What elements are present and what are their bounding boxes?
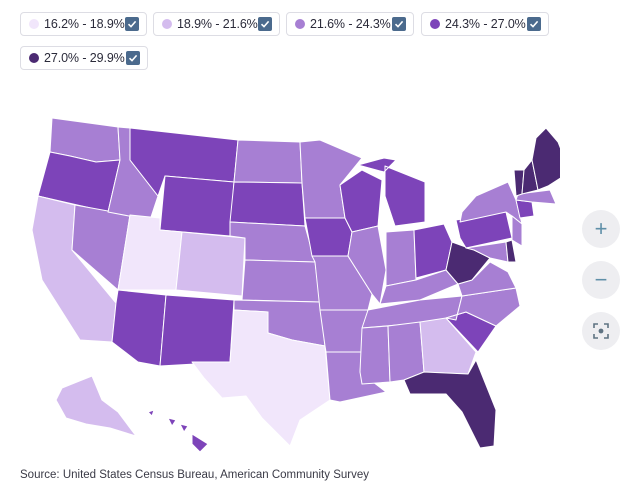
legend-swatch-2 [162, 19, 172, 29]
legend-label-3: 21.6% - 24.3% [310, 17, 391, 31]
legend-swatch-4 [430, 19, 440, 29]
zoom-out-button[interactable]: − [582, 261, 620, 299]
state-alabama[interactable] [387, 321, 425, 383]
state-wyoming[interactable] [159, 175, 235, 237]
source-note: Source: United States Census Bureau, Ame… [20, 469, 369, 481]
legend-chip-1[interactable]: 16.2% - 18.9% [20, 12, 147, 36]
recenter-button[interactable] [582, 312, 620, 350]
checkbox-checked-icon[interactable] [392, 17, 406, 31]
legend-swatch-3 [295, 19, 305, 29]
state-colorado[interactable] [175, 231, 246, 297]
state-hawaii[interactable] [147, 409, 209, 453]
us-choropleth-map[interactable] [20, 110, 560, 460]
state-new-jersey[interactable] [511, 215, 523, 247]
state-arizona[interactable] [111, 289, 167, 367]
legend-swatch-5 [29, 53, 39, 63]
state-mississippi[interactable] [359, 325, 391, 385]
fit-bounds-icon [593, 323, 609, 339]
state-florida[interactable] [403, 359, 497, 449]
legend-label-2: 18.9% - 21.6% [177, 17, 258, 31]
legend-label-1: 16.2% - 18.9% [44, 17, 125, 31]
legend-label-4: 24.3% - 27.0% [445, 17, 526, 31]
legend-swatch-1 [29, 19, 39, 29]
checkbox-checked-icon[interactable] [258, 17, 272, 31]
state-iowa[interactable] [304, 217, 353, 257]
state-indiana[interactable] [385, 229, 417, 287]
state-georgia[interactable] [419, 317, 477, 375]
legend-label-5: 27.0% - 29.9% [44, 51, 125, 65]
legend-chip-5[interactable]: 27.0% - 29.9% [20, 46, 148, 70]
checkbox-checked-icon[interactable] [126, 51, 140, 65]
state-north-dakota[interactable] [233, 139, 303, 184]
state-new-mexico[interactable] [159, 294, 235, 367]
checkbox-checked-icon[interactable] [527, 17, 541, 31]
state-maine[interactable] [531, 127, 560, 191]
state-maryland[interactable] [465, 241, 509, 263]
zoom-in-button[interactable]: + [582, 210, 620, 248]
state-alaska[interactable] [55, 375, 137, 437]
state-kansas[interactable] [241, 259, 321, 303]
state-texas[interactable] [191, 309, 331, 447]
legend-chip-4[interactable]: 24.3% - 27.0% [421, 12, 549, 36]
checkbox-checked-icon[interactable] [125, 17, 139, 31]
legend-chip-3[interactable]: 21.6% - 24.3% [286, 12, 414, 36]
state-south-dakota[interactable] [229, 181, 306, 227]
legend-chip-2[interactable]: 18.9% - 21.6% [153, 12, 280, 36]
state-michigan[interactable] [357, 157, 426, 227]
state-delaware[interactable] [505, 239, 517, 263]
